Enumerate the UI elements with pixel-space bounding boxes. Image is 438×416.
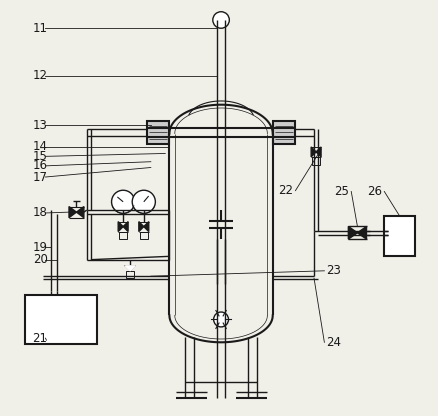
Polygon shape (348, 226, 357, 239)
Polygon shape (357, 226, 367, 239)
Bar (25, 295, 97, 344)
Text: 25: 25 (334, 185, 349, 198)
Text: 18: 18 (33, 206, 47, 220)
Bar (384, 216, 415, 255)
Text: 24: 24 (326, 336, 342, 349)
Text: 15: 15 (33, 150, 47, 163)
Polygon shape (316, 147, 321, 157)
Bar (312, 157, 320, 165)
Text: 23: 23 (326, 264, 341, 277)
Text: 16: 16 (32, 159, 47, 172)
Polygon shape (77, 207, 84, 218)
Text: 11: 11 (32, 22, 47, 35)
Polygon shape (125, 266, 135, 271)
Polygon shape (118, 222, 123, 232)
Bar (119, 232, 127, 239)
Text: 13: 13 (33, 119, 47, 132)
Text: 21: 21 (32, 332, 47, 345)
Text: 26: 26 (367, 185, 382, 198)
Circle shape (132, 190, 155, 213)
Bar (147, 121, 170, 144)
Circle shape (112, 190, 135, 213)
Polygon shape (123, 222, 128, 232)
Text: 22: 22 (279, 184, 293, 197)
Bar (273, 121, 296, 144)
Polygon shape (69, 207, 77, 218)
Text: 14: 14 (32, 140, 47, 154)
Circle shape (213, 12, 230, 28)
Circle shape (214, 312, 229, 327)
Polygon shape (144, 222, 149, 232)
Text: 17: 17 (32, 171, 47, 183)
Bar (140, 232, 148, 239)
Text: 12: 12 (32, 69, 47, 82)
Text: 20: 20 (33, 253, 47, 266)
Bar (126, 271, 134, 278)
Polygon shape (311, 147, 316, 157)
Text: 19: 19 (32, 241, 47, 254)
Polygon shape (139, 222, 144, 232)
